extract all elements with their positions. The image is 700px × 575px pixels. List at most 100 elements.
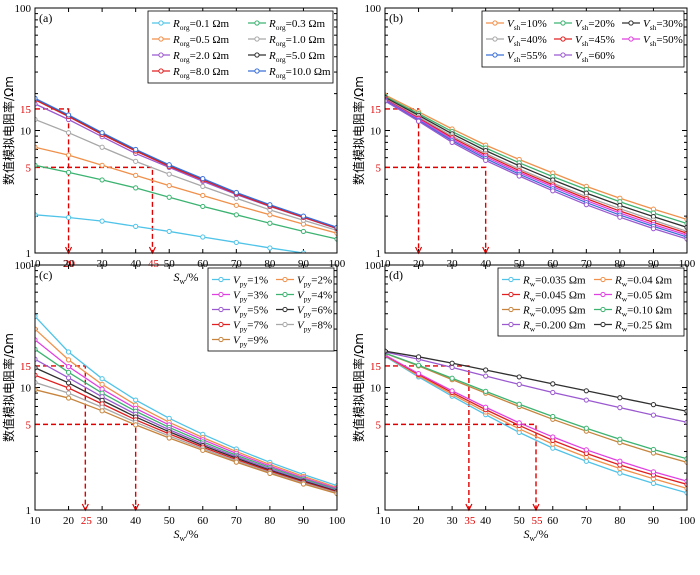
legend-item: Rw=0.05 Ωm [594, 290, 673, 304]
legend-item: Vpy=4% [276, 290, 332, 304]
data-point [267, 212, 273, 218]
chart-panel-2: 10 20 30 40 50 60 70 80 90 10011010015525(c)Sw/%数… [1, 260, 346, 543]
data-point [483, 157, 489, 164]
data-point [449, 375, 455, 381]
legend-item: Rorg=5.0 Ωm [248, 50, 325, 64]
series-3 [385, 352, 687, 484]
legend-item: Vsh=20% [554, 18, 615, 32]
data-point [133, 185, 139, 191]
data-point [617, 395, 623, 401]
legend-marker [628, 20, 634, 26]
x-tick-label: 20 [413, 258, 425, 270]
legend-marker [254, 36, 260, 42]
data-point [583, 202, 589, 208]
series-7 [385, 98, 687, 242]
y-tick-label: 10 [20, 383, 32, 395]
panel-label: (a) [39, 11, 52, 25]
data-point [65, 214, 72, 221]
x-tick-label: 80 [614, 515, 626, 527]
data-point [65, 395, 72, 401]
legend-label: Vsh=10% [507, 18, 547, 32]
series-2 [35, 144, 337, 236]
data-point [684, 478, 687, 484]
y-tick-label: 1 [26, 505, 32, 517]
y-tick-label: 100 [365, 3, 382, 15]
legend-item: Rorg=0.3 Ωm [248, 18, 325, 32]
data-point [166, 228, 172, 235]
legend-marker [600, 291, 606, 298]
data-point [684, 220, 687, 227]
guide-y-label: 15 [20, 361, 32, 373]
x-tick-label: 50 [164, 515, 176, 527]
series-6 [385, 349, 687, 425]
data-point [65, 152, 72, 158]
series-line [35, 389, 337, 495]
legend-marker [508, 321, 514, 328]
x-tick-label: 80 [614, 258, 626, 270]
x-tick-label: 80 [264, 258, 276, 270]
y-tick-label: 100 [15, 3, 32, 15]
data-point [166, 162, 172, 168]
legend-marker [218, 306, 224, 313]
guide-y-label: 5 [26, 162, 32, 174]
legend-item: Rw=0.035 Ωm [502, 275, 586, 289]
legend-marker [508, 306, 514, 313]
data-point [300, 481, 307, 487]
series-line [385, 99, 687, 238]
series-5 [35, 96, 337, 231]
guide-x-label: 25 [81, 515, 93, 527]
data-point [200, 234, 206, 240]
data-point [233, 189, 239, 196]
data-point [516, 374, 522, 380]
legend-item: Rorg=8.0 Ωm [152, 66, 229, 80]
x-tick-label: 60 [547, 258, 559, 270]
legend-label: Rorg=0.3 Ωm [268, 18, 325, 32]
data-point [200, 175, 206, 182]
data-point [233, 459, 239, 465]
x-tick-label: 70 [231, 515, 243, 527]
data-point [617, 405, 623, 411]
legend-item: Vsh=30% [622, 18, 683, 32]
legend-label: Vsh=45% [575, 34, 615, 48]
legend-label: Rorg=5.0 Ωm [268, 50, 325, 64]
plot-frame [34, 7, 338, 254]
y-axis-label: 数值模拟电阻率/Ωm [1, 76, 16, 185]
series-line [35, 118, 337, 231]
series-line [385, 354, 687, 485]
x-tick-label: 50 [164, 258, 176, 270]
x-tick-label: 90 [648, 515, 660, 527]
y-tick-label: 100 [15, 260, 32, 272]
series-7 [35, 95, 337, 230]
data-point [415, 118, 422, 124]
y-axis-label: 数值模拟电阻率/Ωm [1, 333, 16, 442]
legend-marker [508, 291, 514, 298]
legend-marker [600, 276, 606, 283]
legend-box [147, 10, 334, 84]
legend-label: Vsh=40% [507, 34, 547, 48]
data-point [65, 130, 72, 136]
data-point [483, 373, 489, 379]
guide-x-label: 20 [64, 258, 76, 270]
x-tick-label: 40 [480, 515, 492, 527]
data-point [516, 381, 522, 388]
data-point [550, 413, 556, 420]
legend-label: Vsh=50% [643, 34, 683, 48]
series-line [35, 164, 337, 240]
x-tick-label: 30 [97, 258, 109, 270]
y-tick-label: 10 [20, 126, 32, 138]
legend-item: Rorg=2.0 Ωm [152, 50, 229, 64]
series-line [385, 355, 687, 490]
guide-x-label: 45 [148, 258, 160, 270]
x-tick-label: 20 [63, 258, 75, 270]
legend-marker [600, 321, 606, 328]
series-line [35, 328, 337, 488]
series-line [385, 354, 687, 482]
guide-y-label: 5 [376, 419, 382, 431]
data-point [483, 388, 489, 394]
legend-marker [218, 276, 224, 283]
data-point [483, 404, 489, 410]
guide-line [385, 423, 537, 510]
data-point [583, 425, 589, 431]
legend-marker [560, 52, 566, 58]
